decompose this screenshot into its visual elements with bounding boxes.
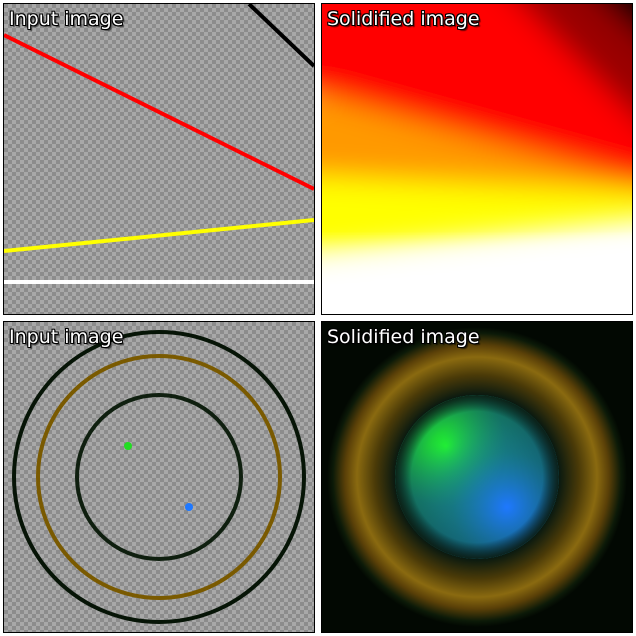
solidified-circles-canvas — [322, 322, 632, 632]
panel-label: Input image — [9, 8, 124, 30]
outer-ring — [12, 330, 306, 624]
input-lines-panel: Input image — [3, 3, 315, 315]
panel-label: Solidified image — [327, 8, 480, 30]
green-dot — [124, 442, 132, 450]
yellow-line — [4, 218, 314, 253]
black-line — [247, 4, 314, 68]
inner-ring — [75, 393, 243, 561]
solidified-lines-canvas — [322, 4, 632, 314]
blue-dot — [185, 503, 193, 511]
panel-label: Solidified image — [327, 326, 480, 348]
input-circles-canvas — [12, 330, 306, 624]
solidified-circles-panel: Solidified image — [321, 321, 633, 633]
solidified-lines-panel: Solidified image — [321, 3, 633, 315]
middle-ring — [36, 354, 282, 600]
red-line — [4, 33, 314, 191]
input-circles-panel: Input image — [3, 321, 315, 633]
input-lines-canvas — [4, 4, 314, 284]
panel-label: Input image — [9, 326, 124, 348]
